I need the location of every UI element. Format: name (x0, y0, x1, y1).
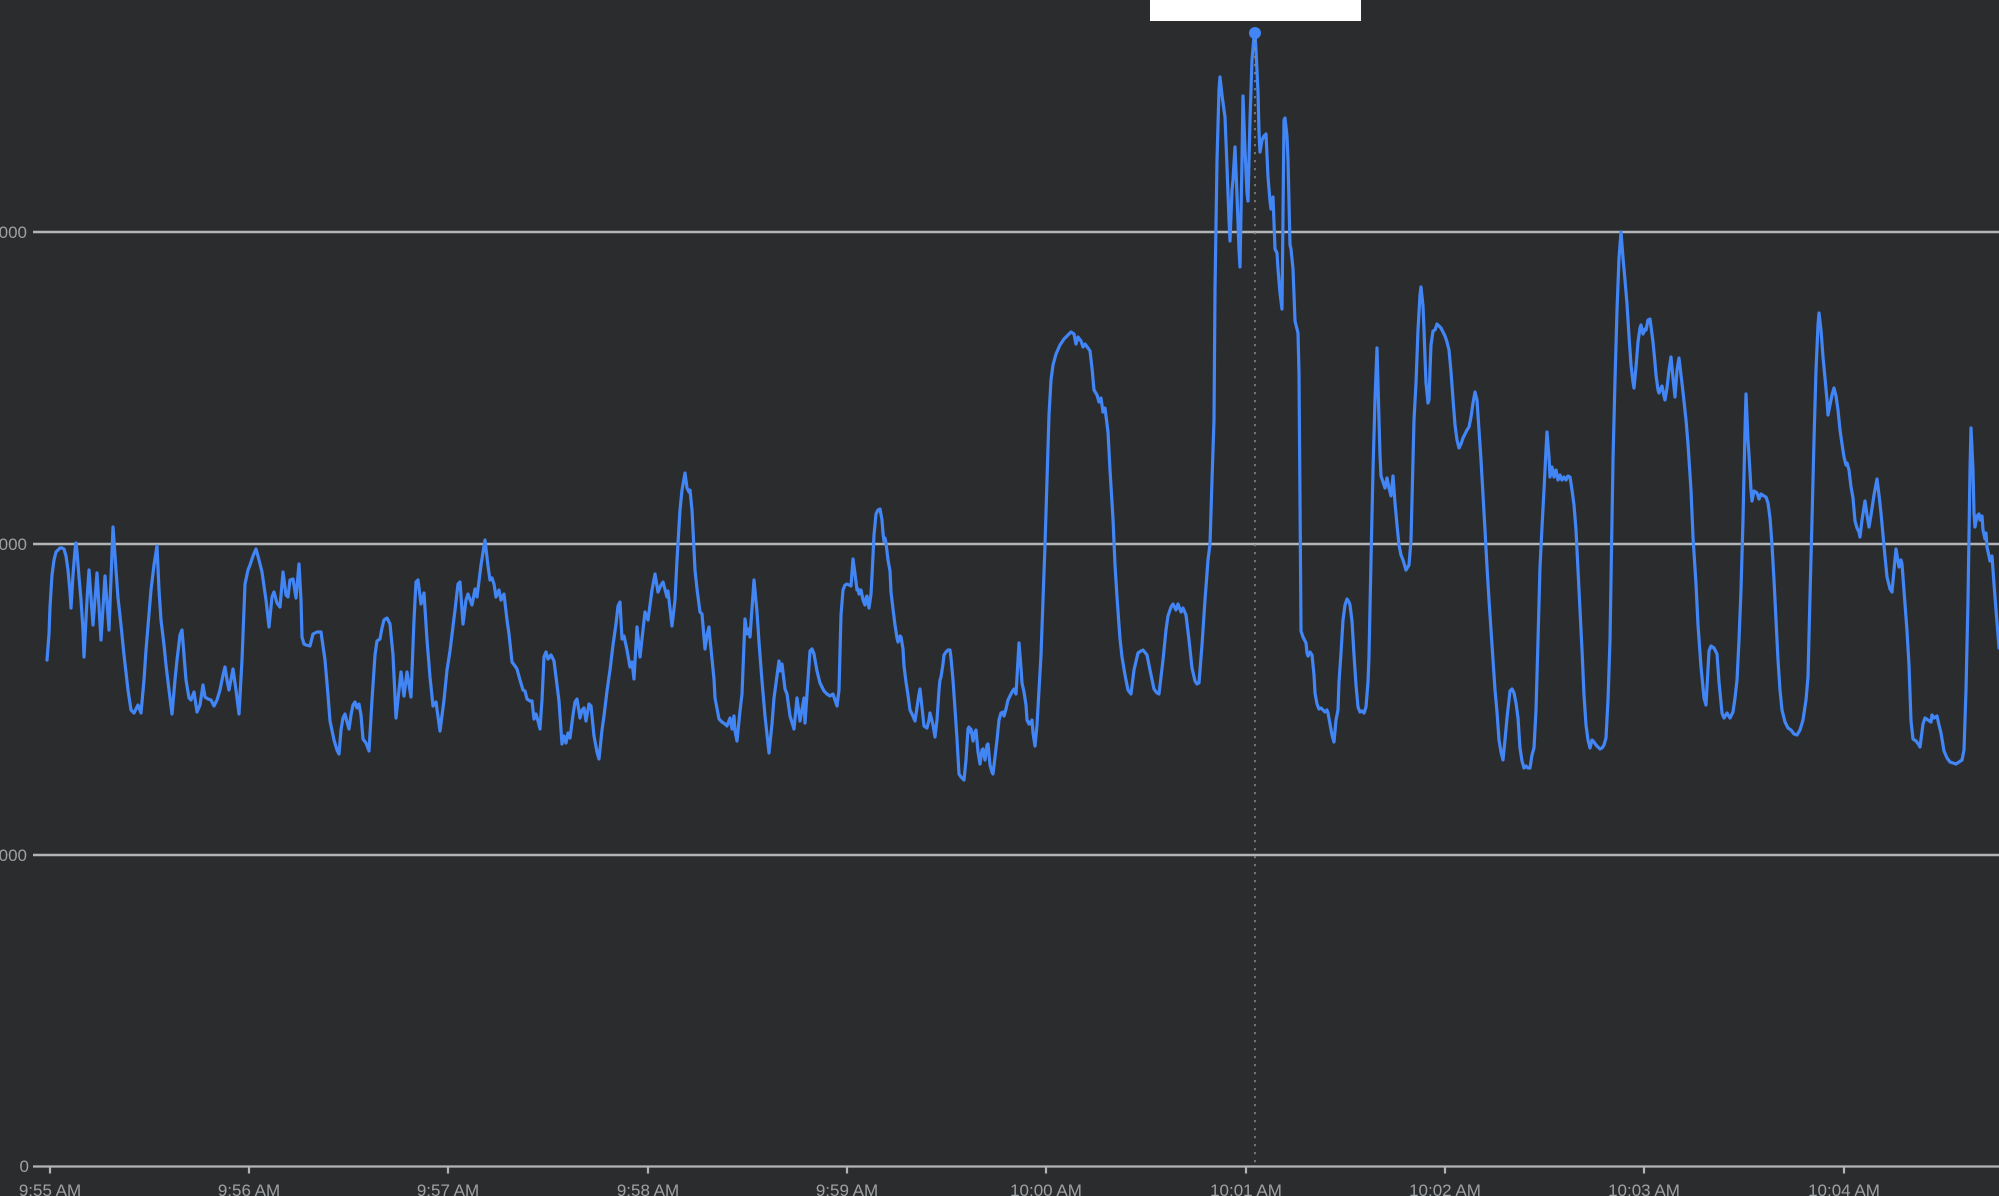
svg-text:9:59 AM: 9:59 AM (816, 1181, 878, 1196)
svg-text:,000: ,000 (0, 846, 27, 865)
svg-text:10:04 AM: 10:04 AM (1808, 1181, 1880, 1196)
svg-text:10:00 AM: 10:00 AM (1010, 1181, 1082, 1196)
svg-text:9:56 AM: 9:56 AM (218, 1181, 280, 1196)
svg-text:,000: ,000 (0, 535, 27, 554)
svg-text:9:57 AM: 9:57 AM (417, 1181, 479, 1196)
svg-text:10:03 AM: 10:03 AM (1608, 1181, 1680, 1196)
svg-text:9:55 AM: 9:55 AM (19, 1181, 81, 1196)
svg-text:9:58 AM: 9:58 AM (617, 1181, 679, 1196)
svg-text:0: 0 (20, 1157, 29, 1176)
svg-text:10:02 AM: 10:02 AM (1409, 1181, 1481, 1196)
svg-text:10:01 AM: 10:01 AM (1210, 1181, 1282, 1196)
svg-text:,000: ,000 (0, 223, 27, 242)
